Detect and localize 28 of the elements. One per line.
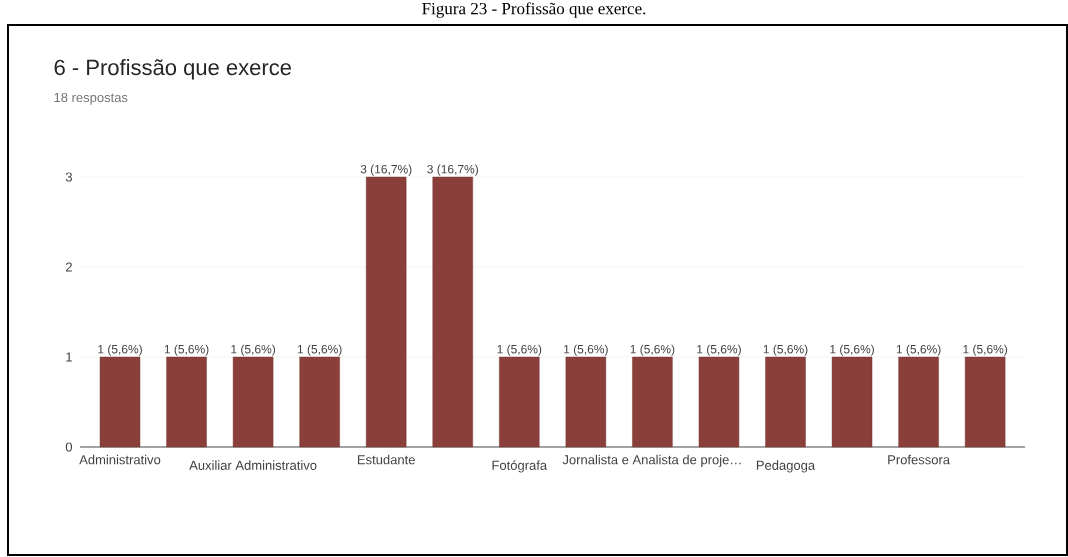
x-tick-label: Fotógrafa xyxy=(492,460,548,473)
data-label: 3 (16,7%) xyxy=(427,164,478,176)
data-label: 1 (5,6%) xyxy=(630,344,675,356)
x-tick-label: Auxiliar Administrativo xyxy=(189,460,317,470)
data-label: 1 (5,6%) xyxy=(963,344,1008,356)
text: Figura 23 - Profissão que exerce. xyxy=(422,2,646,18)
x-tick-label: Administrativo xyxy=(79,454,161,465)
y-tick-label: 1 xyxy=(66,352,72,362)
data-label: 1 (5,6%) xyxy=(231,344,276,356)
y-tick-label: 0 xyxy=(65,442,73,452)
chart-subtitle: 18 respostas xyxy=(54,92,128,105)
data-label: 1 (5,6%) xyxy=(164,344,209,356)
y-tick-label: 2 xyxy=(65,262,72,272)
data-label: 1 (5,6%) xyxy=(297,344,342,356)
x-tick-label: Jornalista e Analista de proje… xyxy=(562,454,741,467)
data-label: 1 (5,6%) xyxy=(763,344,808,356)
x-tick-label: Pedagoga xyxy=(756,460,816,473)
data-label: 1 (5,6%) xyxy=(98,344,142,356)
data-label: 1 (5,6%) xyxy=(697,344,741,356)
x-tick-label: Professora xyxy=(888,454,951,465)
y-tick-label: 3 xyxy=(65,172,72,182)
data-label: 3 (16,7%) xyxy=(360,164,412,176)
chart-title: 6 - Profissão que exerce xyxy=(54,59,291,80)
data-label: 1 (5,6%) xyxy=(896,344,941,356)
x-tick-label: Estudante xyxy=(358,454,415,465)
data-label: 1 (5,6%) xyxy=(830,344,874,356)
data-label: 1 (5,6%) xyxy=(497,344,542,356)
data-label: 1 (5,6%) xyxy=(564,344,608,356)
